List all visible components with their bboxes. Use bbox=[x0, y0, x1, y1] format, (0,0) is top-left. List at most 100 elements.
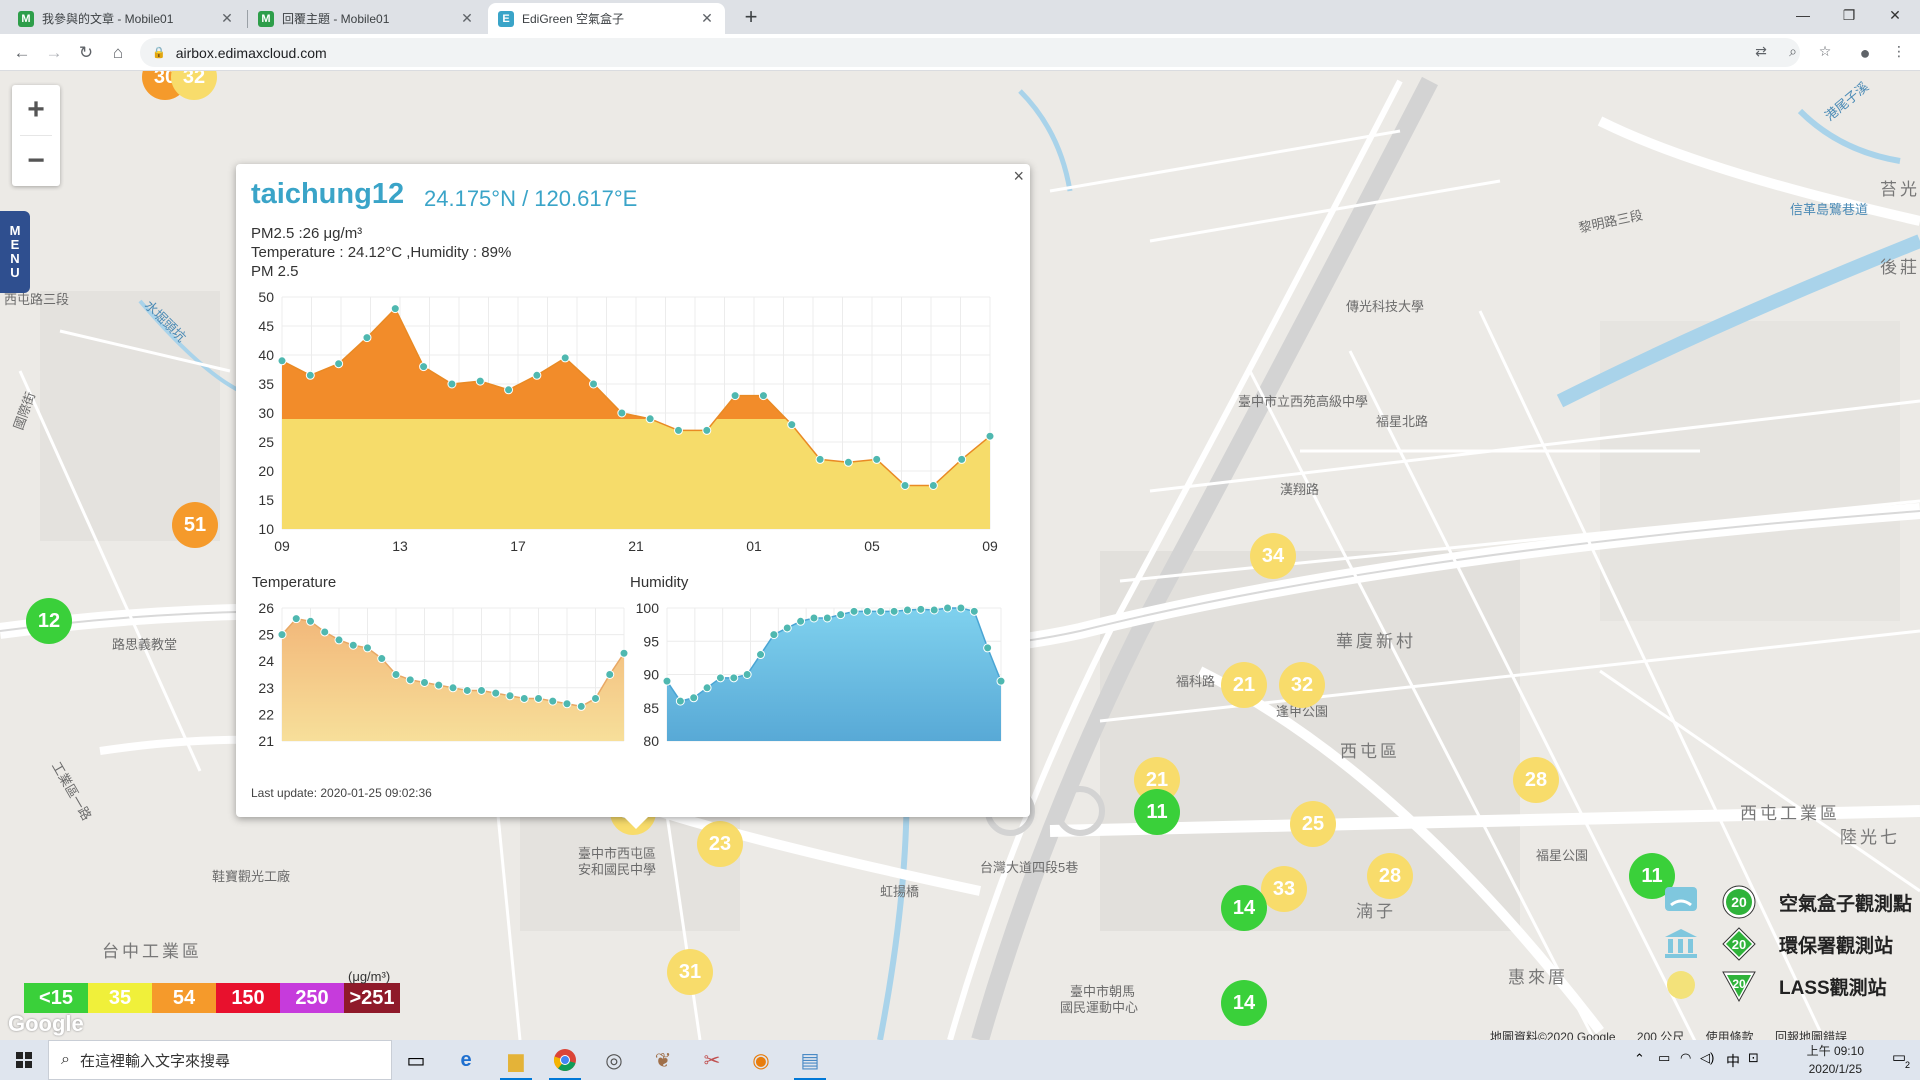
popup-close-button[interactable]: × bbox=[1013, 166, 1024, 186]
data-point bbox=[996, 676, 1006, 686]
data-point bbox=[715, 673, 725, 683]
menu-button[interactable]: M E N U bbox=[0, 211, 30, 293]
data-point bbox=[969, 606, 979, 616]
back-button[interactable]: ← bbox=[13, 43, 31, 62]
data-point bbox=[849, 606, 859, 616]
close-icon[interactable]: ✕ bbox=[221, 10, 233, 26]
station-info-popup: × taichung12 24.175°N / 120.617°E PM2.5 … bbox=[236, 164, 1030, 829]
tab-mobile01-reply[interactable]: M 回覆主題 - Mobile01 ✕ bbox=[248, 3, 485, 34]
x-tick-label: 09 bbox=[982, 538, 998, 554]
input-mode-icon[interactable]: ⊡ bbox=[1748, 1050, 1759, 1065]
pm-marker[interactable]: 11 bbox=[1134, 789, 1180, 835]
data-point bbox=[742, 670, 752, 679]
data-point bbox=[815, 454, 825, 464]
restore-button[interactable]: ❐ bbox=[1842, 7, 1856, 23]
tab-mobile01-articles[interactable]: M 我參與的文章 - Mobile01 ✕ bbox=[8, 3, 245, 34]
map-label-area: 湳子 bbox=[1356, 902, 1396, 921]
humidity-chart: 80 85 90 95 100 bbox=[636, 600, 1006, 749]
file-explorer-icon[interactable]: ▆ bbox=[496, 1044, 536, 1080]
pm-marker[interactable]: 51 bbox=[172, 502, 218, 548]
blender-icon[interactable]: ◉ bbox=[752, 1049, 770, 1072]
pm-marker[interactable]: 12 bbox=[26, 598, 72, 644]
home-button[interactable]: ⌂ bbox=[112, 43, 124, 62]
map-canvas[interactable]: 西屯路三段 水堀頭坑 國際街 路思義教堂 工業區一路 台中工業區 鞋寶觀光工廠 … bbox=[0, 71, 1920, 1040]
data-point bbox=[928, 481, 938, 490]
volume-icon[interactable]: ◁) bbox=[1700, 1050, 1715, 1065]
terms-link[interactable]: 使用條款 bbox=[1705, 1030, 1754, 1040]
taskbar-search-box[interactable]: ⌕ 在這裡輸入文字來搜尋 bbox=[48, 1040, 392, 1080]
browser-toolbar: ← → ↻ ⌂ 🔒 airbox.edimaxcloud.com ⇄ ⌕ ☆ ●… bbox=[0, 34, 1920, 71]
new-tab-button[interactable]: + bbox=[744, 4, 758, 29]
pm-marker[interactable]: 33 bbox=[1261, 866, 1307, 912]
pm-marker[interactable]: 23 bbox=[697, 821, 743, 867]
close-icon[interactable]: ✕ bbox=[701, 10, 713, 26]
zoom-out-button[interactable]: − bbox=[27, 144, 45, 177]
x-tick-label: 01 bbox=[746, 538, 762, 554]
windows-start-icon[interactable] bbox=[0, 1040, 48, 1080]
profile-icon[interactable]: ● bbox=[1859, 43, 1871, 63]
map-label-district: 臺中市西屯區 bbox=[578, 846, 657, 861]
pm-marker[interactable]: 34 bbox=[1250, 533, 1296, 579]
search-icon: ⌕ bbox=[61, 1051, 70, 1068]
report-error-link[interactable]: 回報地圖錯誤 bbox=[1774, 1030, 1847, 1040]
menu-dots-icon[interactable]: ⋮ bbox=[1892, 43, 1906, 59]
data-point bbox=[782, 623, 792, 633]
data-point bbox=[562, 699, 572, 709]
data-point bbox=[377, 654, 387, 664]
x-tick-label: 21 bbox=[628, 538, 644, 554]
data-point bbox=[291, 614, 301, 624]
map-label-street: 西屯路三段 bbox=[4, 292, 70, 307]
compass-app-icon[interactable]: ◎ bbox=[605, 1049, 623, 1072]
menu-letter: M bbox=[9, 223, 21, 238]
wifi-icon[interactable]: ◠ bbox=[1680, 1050, 1692, 1065]
owl-app-icon[interactable]: ❦ bbox=[654, 1049, 672, 1072]
scale-cell: 150 bbox=[216, 983, 280, 1013]
y-tick-label: 22 bbox=[258, 706, 274, 722]
chrome-icon[interactable] bbox=[545, 1044, 585, 1080]
notepad-app-icon[interactable]: ▤ bbox=[790, 1044, 830, 1080]
zoom-icon[interactable]: ⌕ bbox=[1789, 43, 1797, 59]
pm-marker[interactable]: 21 bbox=[1221, 662, 1267, 708]
reload-button[interactable]: ↻ bbox=[78, 43, 94, 62]
data-point bbox=[462, 685, 472, 695]
snipping-tool-icon[interactable]: ✂ bbox=[703, 1049, 721, 1072]
bookmark-star-icon[interactable]: ☆ bbox=[1818, 43, 1832, 59]
edge-browser-icon[interactable]: e bbox=[460, 1048, 472, 1071]
data-point bbox=[902, 605, 912, 615]
y-tick-label: 26 bbox=[258, 600, 274, 616]
notification-center-icon[interactable]: ▭ bbox=[1891, 1049, 1906, 1066]
minimize-button[interactable]: — bbox=[1796, 7, 1810, 23]
task-view-icon[interactable]: ▭ bbox=[406, 1049, 426, 1072]
battery-icon[interactable]: ▭ bbox=[1658, 1050, 1671, 1065]
forward-button[interactable]: → bbox=[45, 43, 63, 62]
y-tick-label: 100 bbox=[636, 600, 660, 616]
google-logo[interactable]: Google bbox=[8, 1011, 84, 1036]
tab-edigreen[interactable]: E EdiGreen 空氣盒子 ✕ bbox=[488, 3, 725, 34]
close-icon[interactable]: ✕ bbox=[461, 10, 473, 26]
data-point bbox=[475, 376, 485, 386]
temperature-chart: 21 22 23 24 25 26 bbox=[258, 600, 629, 749]
y-tick-label: 15 bbox=[258, 492, 274, 508]
zoom-in-button[interactable]: + bbox=[27, 93, 45, 126]
address-bar[interactable]: 🔒 airbox.edimaxcloud.com bbox=[140, 38, 1800, 67]
y-tick-label: 23 bbox=[258, 680, 274, 696]
map-label-street: 台灣大道四段5巷 bbox=[980, 860, 1079, 875]
pm-marker[interactable]: 28 bbox=[1367, 853, 1413, 899]
pm-marker[interactable]: 31 bbox=[667, 949, 713, 995]
map-label-area: 華廈新村 bbox=[1336, 632, 1416, 651]
chevron-up-icon[interactable]: ⌃ bbox=[1634, 1051, 1645, 1066]
search-placeholder: 在這裡輸入文字來搜尋 bbox=[79, 1052, 230, 1070]
data-point bbox=[305, 370, 315, 380]
data-point bbox=[505, 691, 515, 701]
pm-marker[interactable]: 25 bbox=[1290, 801, 1336, 847]
pm-marker[interactable]: 32 bbox=[1279, 662, 1325, 708]
translate-icon[interactable]: ⇄ bbox=[1755, 43, 1767, 59]
taskbar-clock[interactable]: 上午 09:10 2020/1/25 bbox=[1807, 1042, 1864, 1078]
pm-marker[interactable]: 28 bbox=[1513, 757, 1559, 803]
last-update: Last update: 2020-01-25 09:02:36 bbox=[251, 786, 432, 800]
data-point bbox=[876, 606, 886, 616]
pm-marker[interactable]: 14 bbox=[1221, 980, 1267, 1026]
ime-indicator[interactable]: 中 bbox=[1726, 1053, 1740, 1069]
pm-marker[interactable]: 14 bbox=[1221, 885, 1267, 931]
close-window-button[interactable]: ✕ bbox=[1889, 7, 1901, 23]
